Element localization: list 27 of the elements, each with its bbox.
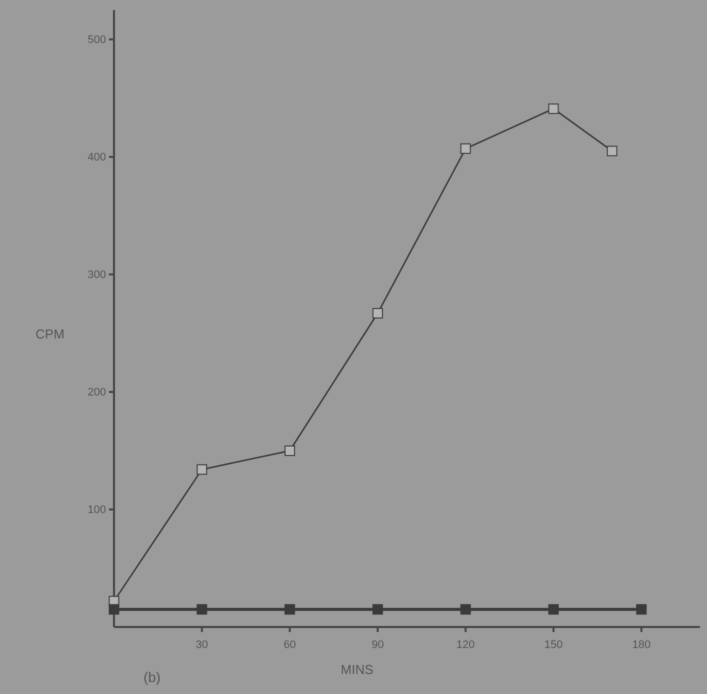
x-tick-label: 60: [284, 639, 296, 652]
point: [196, 464, 208, 475]
point: [636, 604, 647, 615]
point: [372, 604, 383, 615]
point: [460, 143, 471, 154]
x-tick-label: 180: [632, 639, 651, 652]
point: [460, 604, 471, 615]
x-tick-label: 30: [196, 639, 208, 652]
y-tick-label: 200: [88, 386, 106, 398]
point: [548, 103, 559, 114]
point: [372, 308, 383, 318]
point: [284, 604, 296, 615]
y-tick-label: 400: [88, 151, 106, 164]
point: [606, 146, 618, 156]
y-axis-title: CPM: [36, 326, 64, 342]
x-tick-label: 90: [372, 639, 384, 652]
point: [108, 604, 120, 615]
text: (b): [143, 669, 161, 685]
x-axis-title: MINS: [340, 662, 374, 677]
y-tick-label: 100: [88, 504, 106, 516]
x-tick-label: 150: [544, 639, 563, 652]
x-tick-label: 120: [456, 639, 475, 652]
y-tick-label: 500: [88, 34, 106, 46]
point: [284, 445, 296, 456]
point: [196, 604, 208, 615]
point: [548, 604, 559, 615]
y-tick-label: 300: [88, 268, 106, 281]
